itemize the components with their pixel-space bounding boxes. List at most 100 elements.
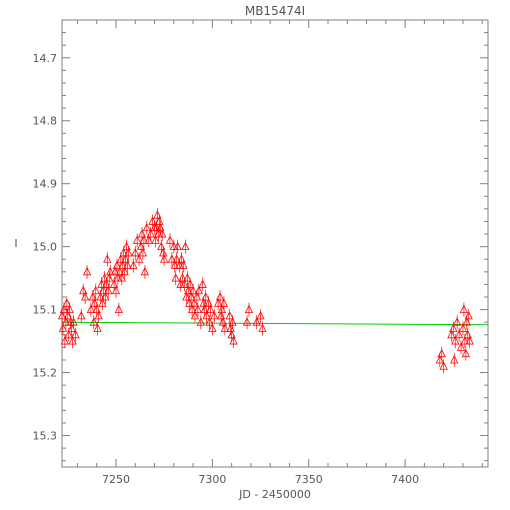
triangle-marker	[201, 292, 210, 301]
data-point	[80, 290, 90, 305]
data-point	[89, 315, 98, 330]
data-point	[215, 290, 225, 305]
data-point	[183, 271, 192, 286]
triangle-marker	[123, 260, 132, 269]
triangle-marker	[91, 285, 100, 295]
triangle-marker	[454, 329, 464, 339]
data-point	[167, 252, 177, 267]
data-point	[82, 264, 92, 279]
data-point	[158, 227, 167, 242]
data-point	[220, 321, 230, 336]
triangle-marker	[189, 298, 199, 307]
triangle-marker	[167, 254, 177, 263]
triangle-marker	[82, 266, 92, 276]
triangle-marker	[252, 317, 261, 326]
data-point	[131, 245, 140, 260]
data-point	[94, 308, 103, 323]
data-point	[225, 308, 234, 323]
data-point	[165, 233, 175, 248]
data-point	[106, 264, 115, 279]
data-point	[456, 340, 466, 355]
y-tick-label: 14.7	[33, 52, 58, 65]
triangle-marker	[181, 241, 190, 251]
triangle-marker	[173, 241, 182, 251]
data-point	[450, 352, 459, 367]
data-point	[464, 308, 473, 323]
data-point	[156, 220, 165, 235]
data-point	[71, 327, 80, 342]
triangle-marker	[208, 323, 217, 332]
data-point	[62, 296, 71, 311]
triangle-marker	[465, 336, 474, 345]
data-point	[252, 315, 261, 330]
y-axis: 14.7 14.8 14.9 15.0 15.1 15.2 15.3	[33, 19, 488, 462]
data-point	[465, 334, 474, 349]
triangle-marker	[111, 285, 121, 295]
data-point	[138, 245, 148, 260]
data-point	[140, 264, 150, 279]
triangle-marker	[68, 336, 77, 345]
triangle-marker	[244, 304, 254, 314]
triangle-marker	[196, 317, 205, 326]
data-point	[63, 308, 72, 323]
triangle-marker	[179, 260, 188, 269]
data-point	[65, 302, 74, 317]
data-point	[461, 346, 470, 361]
data-point	[437, 346, 446, 361]
data-point	[200, 302, 209, 317]
data-point	[112, 258, 122, 273]
triangle-marker	[172, 254, 181, 263]
y-tick-label: 14.9	[33, 178, 58, 191]
data-point	[229, 334, 238, 349]
data-point	[77, 308, 86, 323]
data-point	[123, 258, 132, 273]
data-point	[205, 315, 214, 330]
data-point	[219, 296, 229, 311]
data-point	[453, 315, 462, 330]
data-point	[186, 277, 195, 292]
data-point	[60, 334, 70, 349]
fit-line	[61, 321, 489, 326]
triangle-marker	[59, 304, 69, 314]
triangle-marker	[165, 235, 175, 244]
y-tick-label: 15.2	[33, 367, 58, 380]
x-tick-label: 7300	[198, 473, 226, 486]
x-axis-label: JD - 2450000	[238, 488, 311, 501]
data-point	[103, 252, 112, 267]
triangle-marker	[183, 273, 192, 282]
data-point	[139, 233, 149, 248]
data-point	[172, 252, 181, 267]
triangle-marker	[98, 298, 107, 307]
triangle-marker	[242, 317, 252, 326]
data-point	[258, 321, 267, 336]
data-point	[451, 334, 460, 349]
triangle-marker	[258, 323, 267, 332]
triangle-marker	[460, 336, 470, 345]
triangle-marker	[58, 323, 68, 332]
triangle-marker	[256, 311, 265, 320]
triangle-marker	[171, 273, 180, 282]
data-point	[86, 302, 96, 317]
data-point	[173, 239, 182, 254]
triangle-marker	[159, 248, 168, 257]
x-axis: 7250 7300 7350 7400	[76, 20, 483, 486]
data-point	[134, 252, 144, 267]
data-point	[169, 239, 178, 254]
x-tick-label: 7400	[391, 473, 419, 486]
data-point	[458, 321, 468, 336]
data-point	[92, 302, 101, 317]
triangle-marker	[134, 254, 144, 263]
triangle-marker	[62, 298, 71, 307]
data-point	[439, 359, 448, 374]
triangle-marker	[94, 311, 103, 320]
triangle-marker	[205, 317, 214, 326]
data-point	[198, 277, 207, 292]
triangle-marker	[202, 311, 211, 320]
triangle-marker	[120, 266, 129, 276]
data-point	[171, 271, 180, 286]
data-points	[57, 208, 474, 374]
triangle-marker	[453, 317, 462, 326]
data-point	[79, 283, 88, 298]
y-tick-label: 15.0	[33, 241, 58, 254]
data-point	[228, 315, 237, 330]
